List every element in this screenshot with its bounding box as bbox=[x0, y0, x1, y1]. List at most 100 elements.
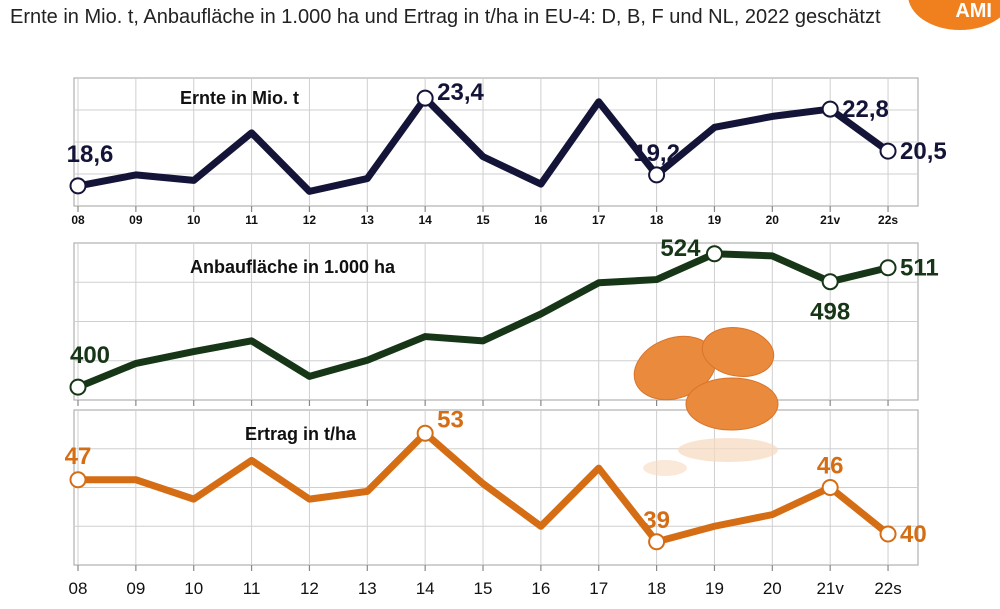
data-label: 46 bbox=[817, 453, 844, 480]
data-label: 40 bbox=[900, 521, 927, 548]
potato-reflection bbox=[678, 438, 778, 462]
data-point bbox=[538, 182, 543, 187]
data-marker bbox=[879, 525, 897, 543]
data-label: 23,4 bbox=[437, 79, 484, 106]
data-label: 39 bbox=[643, 507, 670, 534]
data-label: 22,8 bbox=[842, 96, 889, 123]
data-point bbox=[307, 189, 312, 194]
tick-label: 15 bbox=[476, 213, 490, 227]
data-point bbox=[770, 253, 775, 258]
brand-logo-text: AMI bbox=[955, 0, 992, 22]
tick-label: 09 bbox=[129, 213, 143, 227]
potato-icon bbox=[701, 327, 775, 377]
data-marker bbox=[879, 142, 897, 160]
data-point bbox=[481, 338, 486, 343]
data-marker bbox=[69, 177, 87, 195]
data-point bbox=[770, 114, 775, 119]
data-label: 20,5 bbox=[900, 138, 947, 165]
tick-label: 17 bbox=[592, 213, 606, 227]
tick-label: 19 bbox=[705, 579, 724, 598]
data-point bbox=[481, 481, 486, 486]
tick-label: 08 bbox=[69, 579, 88, 598]
potato-icon bbox=[685, 377, 779, 431]
data-marker bbox=[69, 378, 87, 396]
data-point bbox=[712, 125, 717, 130]
data-point bbox=[307, 497, 312, 502]
data-marker bbox=[821, 273, 839, 291]
tick-label: 16 bbox=[531, 579, 550, 598]
data-label: 53 bbox=[437, 406, 464, 433]
tick-label: 09 bbox=[126, 579, 145, 598]
tick-label: 17 bbox=[589, 579, 608, 598]
data-point bbox=[712, 524, 717, 529]
tick-label: 18 bbox=[647, 579, 666, 598]
tick-label: 20 bbox=[763, 579, 782, 598]
data-point bbox=[133, 172, 138, 177]
data-point bbox=[191, 178, 196, 183]
tick-label: 10 bbox=[187, 213, 201, 227]
data-point bbox=[654, 277, 659, 282]
panel-title: Anbaufläche in 1.000 ha bbox=[190, 257, 396, 277]
data-point bbox=[133, 477, 138, 482]
tick-label: 11 bbox=[245, 213, 258, 227]
chart-panel-2: Anbaufläche in 1.000 ha 400 524 498 511 bbox=[69, 235, 939, 406]
panel-title: Ertrag in t/ha bbox=[245, 424, 357, 444]
data-point bbox=[596, 466, 601, 471]
chart-panel-3: Ertrag in t/ha 47 53 39 46 40 08 09 10 11 12 13 14 15… bbox=[65, 406, 927, 598]
chart-panel-1: Ernte in Mio. t 18,6 23,4 19,2 22,8 20,5 08 09 1… bbox=[67, 77, 947, 227]
data-marker bbox=[648, 533, 666, 551]
data-point bbox=[538, 311, 543, 316]
data-marker bbox=[416, 89, 434, 107]
data-point bbox=[538, 524, 543, 529]
data-point bbox=[365, 176, 370, 181]
data-label: 511 bbox=[900, 255, 939, 282]
data-point bbox=[133, 361, 138, 366]
tick-label: 12 bbox=[300, 579, 319, 598]
tick-label: 22s bbox=[878, 213, 898, 227]
data-point bbox=[423, 334, 428, 339]
data-label: 524 bbox=[660, 235, 701, 262]
tick-label: 08 bbox=[71, 213, 85, 227]
tick-label: 11 bbox=[243, 579, 261, 598]
data-marker bbox=[416, 424, 434, 442]
tick-label: 12 bbox=[303, 213, 317, 227]
data-marker bbox=[705, 245, 723, 263]
data-point bbox=[249, 130, 254, 135]
data-label: 19,2 bbox=[633, 140, 680, 167]
tick-label: 22s bbox=[874, 579, 901, 598]
data-label: 47 bbox=[65, 443, 92, 470]
data-marker bbox=[648, 166, 666, 184]
data-point bbox=[596, 280, 601, 285]
data-point bbox=[365, 358, 370, 363]
tick-label: 21v bbox=[816, 579, 844, 598]
data-marker bbox=[879, 259, 897, 277]
tick-label: 14 bbox=[416, 579, 435, 598]
potato-reflection bbox=[643, 460, 687, 476]
data-marker bbox=[69, 471, 87, 489]
chart-title: Ernte in Mio. t, Anbaufläche in 1.000 ha… bbox=[10, 6, 881, 28]
tick-label: 19 bbox=[708, 213, 722, 227]
data-marker bbox=[821, 479, 839, 496]
data-label: 498 bbox=[810, 299, 850, 326]
data-point bbox=[249, 458, 254, 463]
data-point bbox=[249, 338, 254, 343]
tick-label: 18 bbox=[650, 213, 664, 227]
tick-label: 13 bbox=[358, 579, 377, 598]
tick-label: 16 bbox=[534, 213, 548, 227]
data-point bbox=[307, 374, 312, 379]
tick-label: 21v bbox=[820, 213, 840, 227]
tick-label: 14 bbox=[418, 213, 432, 227]
tick-label: 13 bbox=[361, 213, 375, 227]
data-point bbox=[770, 512, 775, 517]
tick-label: 20 bbox=[766, 213, 780, 227]
data-label: 18,6 bbox=[67, 141, 114, 168]
data-point bbox=[365, 489, 370, 494]
potato-illustration bbox=[633, 327, 779, 476]
data-label: 400 bbox=[70, 342, 110, 369]
data-point bbox=[191, 349, 196, 354]
data-point bbox=[481, 154, 486, 159]
tick-label: 10 bbox=[184, 579, 203, 598]
tick-label: 15 bbox=[474, 579, 493, 598]
data-point bbox=[596, 99, 601, 104]
